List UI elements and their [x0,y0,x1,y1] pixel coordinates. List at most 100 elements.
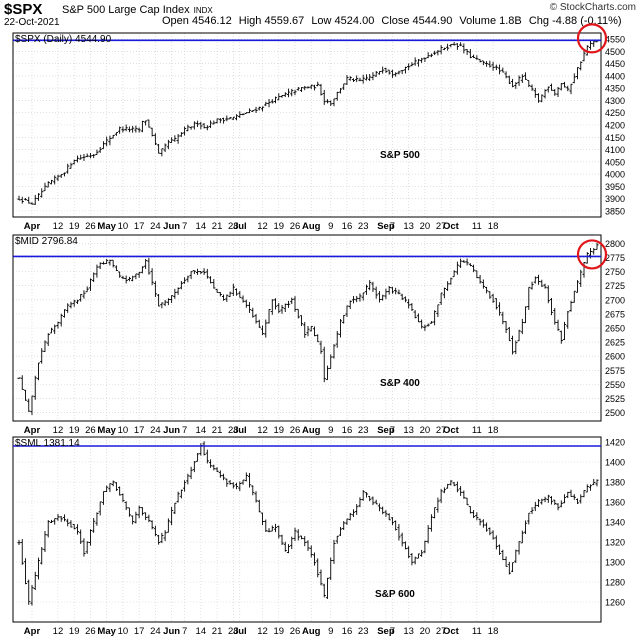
ohlc-bar [368,495,372,502]
ohlc-bar [484,286,489,294]
series-legend: $MID 2796.84 [15,236,78,247]
x-tick-label: 13 [403,221,414,232]
panel-border [12,234,602,422]
ohlc-bar [523,72,528,80]
ohlc-bar [449,277,453,285]
ohlc-bar [575,67,580,80]
ohlc-bar [131,125,135,133]
ohlc-bar [273,96,278,104]
y-tick-label: 4350 [605,84,625,94]
y-tick-label: 3950 [605,182,625,192]
ohlc-bar [423,57,427,62]
x-tick-label: 9 [328,425,333,436]
ohlc-bar [75,524,80,535]
ohlc-bar [358,497,362,508]
ohlc-bar [459,258,463,269]
ohlc-bar [189,126,193,130]
ohlc-bar [585,484,589,493]
y-tick-label: 2775 [605,253,625,263]
ohlc-bar [381,66,385,74]
ohlc-bar [439,292,443,305]
x-tick-label: 14 [196,425,207,436]
series-legend: $SML 1381.14 [15,438,80,449]
ohlc-bar [95,264,99,278]
x-tick-label: Jun [163,425,180,436]
ohlc-bar [62,514,67,522]
ohlc-bar [449,480,453,486]
ohlc-bar [475,512,479,521]
ohlc-bar [23,558,28,585]
ohlc-bar [462,43,466,54]
chart-panel-2: 2500 2525 2550 2575 2600 2625 2650 2675 2700 2725… [12,234,625,436]
ohlc-bar [562,81,567,88]
x-tick-label: 26 [290,221,301,232]
x-tick-label: 28 [228,425,239,436]
x-tick-label: 26 [290,626,301,637]
ohlc-bar [183,126,187,136]
ohlc-bar [157,143,161,154]
ohlc-bar [436,304,440,318]
ohlc-bar [118,486,122,496]
ohlc-bar [20,538,24,565]
x-tick-label: 11 [472,626,482,637]
ohlc-bar [475,55,479,60]
ohlc-bar [30,202,34,205]
ohlc-bar [260,106,265,112]
x-tick-label: 11 [472,425,482,436]
ohlc-bar [127,276,132,282]
y-tick-label: 1380 [605,478,625,488]
index-name: S&P 500 Large Cap Index INDX [62,4,213,16]
ohlc-bar [127,126,132,133]
ohlc-bar [176,134,180,144]
ohlc-bar [540,279,544,287]
ohlc-bar [520,318,524,335]
x-tick-label: 19 [273,221,284,232]
ohlc-bar [530,507,534,515]
ohlc-bar [364,74,369,81]
exchange-label: INDX [193,6,213,15]
x-tick-label: 12 [257,221,268,232]
ohlc-bar [400,532,404,547]
ohlc-bar [504,321,508,334]
ohlc-bar [111,480,115,487]
x-tick-label: 27 [436,425,447,436]
ohlc-bar [595,479,599,487]
ohlc-bar [244,299,248,308]
ohlc-bar [189,466,193,480]
x-tick-label: 27 [436,626,447,637]
ohlc-bar [465,49,469,55]
ohlc-bar [85,153,89,158]
ohlc-bar [468,505,472,514]
ohlc-bar [407,546,411,559]
ohlc-bar [202,441,206,456]
ohlc-bar [170,137,174,144]
x-tick-label: 23 [358,626,369,637]
ohlc-bar [446,483,450,489]
ohlc-bar [299,535,304,540]
ohlc-bar [582,50,586,62]
ohlc-bar [549,496,554,505]
ohlc-bar [134,511,138,524]
ohlc-bar [199,443,203,456]
ohlc-bar [436,50,440,56]
panel-border [12,436,602,623]
x-tick-label: 12 [257,425,268,436]
ohlc-bar [170,506,174,526]
ohlc-bar [452,270,456,278]
y-tick-label: 2650 [605,324,625,334]
y-tick-label: 1260 [605,598,625,608]
ohlc-bar [342,83,346,91]
ohlc-bar [345,518,349,525]
x-tick-label: Sep [377,221,395,232]
ohlc-bar [273,298,278,310]
y-tick-label: 4550 [605,35,625,45]
ohlc-bar [481,60,485,66]
ohlc-bar [234,114,239,121]
ohlc-bar [329,100,333,107]
ohlc-bar [384,288,388,300]
ohlc-bar [267,309,271,324]
ohlc-bar [33,195,37,206]
x-tick-label: Oct [443,626,460,637]
y-tick-label: 2550 [605,380,625,390]
ohlc-bar [371,281,375,293]
